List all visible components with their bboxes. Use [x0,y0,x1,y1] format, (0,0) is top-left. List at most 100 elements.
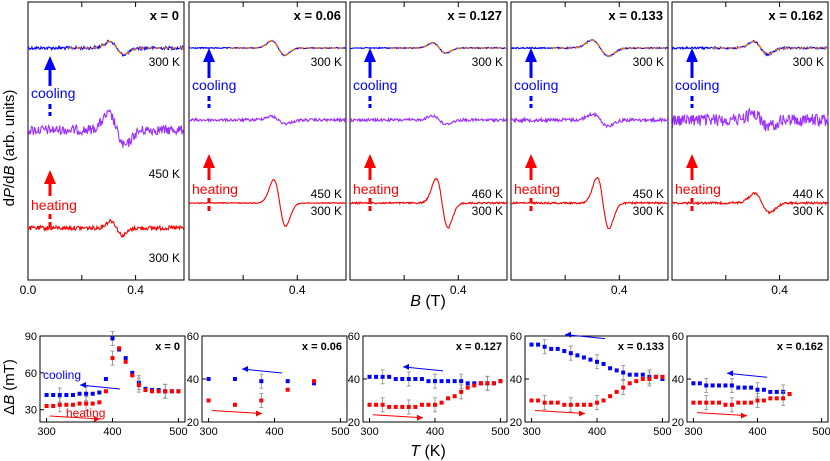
heating-point [568,402,573,407]
y-tick-label: 40 [510,374,522,386]
epr-curve-heating [349,177,508,230]
y-tick-label: 40 [187,374,199,386]
heating-point [439,400,444,405]
cooling-guide-arrowhead [80,381,86,388]
heating-point [742,400,747,405]
cooling-guide-arrowhead [242,366,248,372]
cooling-point [581,355,586,360]
cooling-guide-arrow [79,384,121,390]
cooling-point [621,370,626,375]
panel-frame [27,1,185,281]
heating-guide-arrowhead [579,410,585,417]
heating-arrow-head [686,154,698,168]
cooling-point [595,359,599,364]
heating-point [206,398,211,403]
cooling-guide-arrow [402,366,444,372]
heating-point [123,359,128,364]
epr-curve-heating [671,191,829,215]
cooling-point [568,351,573,356]
y-tick-label: 60 [510,331,522,343]
fit-curve [229,39,346,57]
heating-point [143,388,148,393]
heating-point [485,381,490,386]
y-tick-label: 40 [348,374,360,386]
cooling-guide-arrowhead [565,331,571,338]
cooling-point [627,372,632,377]
heating-point [232,402,237,407]
heating-point [640,377,645,381]
heating-point [51,404,56,409]
panel-frame [349,1,508,281]
heating-point [465,385,470,390]
cooling-point [459,379,464,384]
cooling-arrow-head [686,48,698,62]
heating-point [176,389,181,394]
cooling-point [439,379,444,384]
heating-point [627,381,632,386]
cooling-point [259,379,264,384]
heating-guide-arrowhead [256,410,262,417]
cooling-point [717,383,722,388]
cooling-label: cooling [675,77,719,93]
heating-point [312,379,317,384]
heating-point [426,402,431,407]
temperature-label: 300 K [472,204,503,218]
heating-point [717,400,722,405]
heating-arrow-head [364,154,376,168]
x-tick-label: 400 [748,426,766,438]
x-tick-label: 0.4 [771,283,788,297]
heating-point [710,400,715,405]
epr-curve-heating [188,179,347,227]
panel-title: x = 0.06 [294,8,341,23]
heating-point [90,401,95,406]
heating-point [608,394,613,399]
cooling-point [640,372,645,377]
heating-point [581,402,586,407]
heating-point [156,389,161,394]
cooling-point [312,381,317,386]
cooling-point [555,346,560,351]
cooling-point [472,381,477,386]
temperature-label: 300 K [793,204,824,218]
cooling-point [634,372,639,377]
x-tick-label: 300 [522,426,540,438]
cooling-point [367,374,372,379]
epr-curve-mid [188,114,347,126]
linewidth-panel-3: 20 40 60 300 400 500 x = 0.133 [510,331,672,438]
cooling-arrow-head [203,48,215,62]
cooling-arrow-head [525,48,537,62]
y-tick-label: 60 [187,331,199,343]
heating-point [110,356,115,361]
heating-point [150,389,155,394]
bottom-panels: 30 60 90 300 400 500 x = 0 cooling heating 20 40 60… [25,331,830,438]
bottom-x-axis-label: T (K) [410,443,446,460]
heating-point [755,398,760,403]
panel-title: x = 0.162 [777,341,823,353]
cooling-point [103,377,108,381]
x-tick-label: 0.4 [450,283,467,297]
panel-title: x = 0.162 [768,8,823,23]
cooling-point [393,377,398,381]
panel-title: x = 0 [155,341,180,353]
epr-panel-0: 0.0 0.4 300 K 450 K 300 K x = 0 cooling heating [20,1,185,297]
linewidth-panel-4: 20 40 60 300 400 500 x = 0.162 [672,331,830,438]
heating-point [729,402,734,407]
cooling-guide-arrow [726,372,768,378]
cooling-point [206,377,211,381]
y-tick-label: 60 [672,331,684,343]
temperature-label: 300 K [311,55,342,69]
heating-series-label: heating [66,406,105,420]
panel-title: x = 0 [150,8,179,23]
heating-guide-arrow [534,410,586,414]
bottom-y-axis-label: ΔB (mT) [1,359,18,415]
fit-curve [551,39,668,57]
epr-curve-mid [27,108,185,148]
cooling-label: cooling [192,77,236,93]
x-tick-label: 0.4 [611,283,628,297]
cooling-point [285,379,290,384]
heating-arrow-head [203,154,215,168]
top-y-axis-label: dP/dB (arb. units) [1,90,18,207]
cooling-point [691,381,696,386]
x-tick-label: 300 [360,426,378,438]
